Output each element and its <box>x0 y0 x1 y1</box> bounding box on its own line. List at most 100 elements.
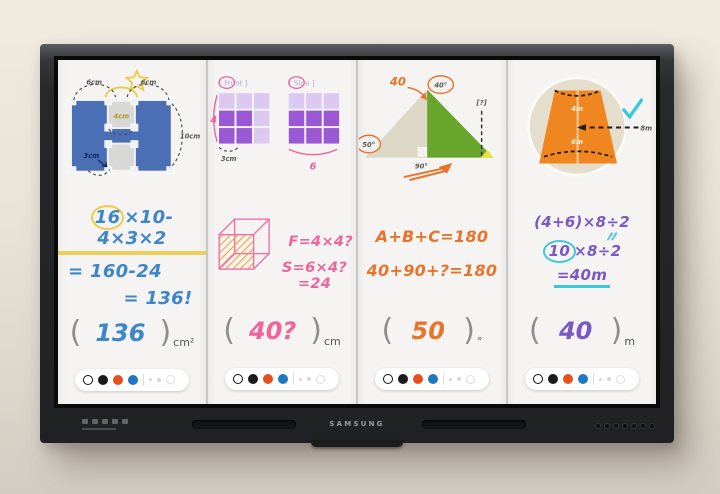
orange-pen[interactable] <box>263 374 273 384</box>
pen-size-small[interactable] <box>299 377 302 381</box>
trapezoid-diagram: 4m 6m 8m <box>508 60 656 204</box>
answer-unit: m <box>624 335 636 348</box>
bottom-label: 6m <box>571 138 583 146</box>
answer-value: 136 <box>95 318 146 347</box>
grid-title: [ Side ] <box>289 78 315 87</box>
dim-label: 6cm <box>141 78 157 86</box>
pen-size-medium[interactable] <box>457 377 461 381</box>
front-grid <box>219 93 270 144</box>
blue-pen[interactable] <box>578 374 588 384</box>
handwritten-work: F=4×4? S=6×4?=24 <box>208 204 356 308</box>
pen-size-medium[interactable] <box>157 377 161 382</box>
handwritten-work: A+B+C=180 40+90+?=180 <box>366 227 498 281</box>
control-button[interactable] <box>605 424 609 428</box>
dim-label: 4cm <box>113 112 129 120</box>
pen-size-small[interactable] <box>599 377 602 381</box>
pen-size-small[interactable] <box>149 378 152 382</box>
width-label: 8m <box>640 124 652 132</box>
handwritten-angle: 40 <box>389 75 406 89</box>
col-count: 6 <box>310 162 317 173</box>
pen-toolbar <box>375 368 489 390</box>
blue-pen[interactable] <box>428 374 438 384</box>
blue-pen[interactable] <box>128 374 138 385</box>
dim-label: 10cm <box>180 133 200 141</box>
circle-annotation <box>288 76 305 89</box>
top-notch <box>106 99 136 130</box>
control-button[interactable] <box>614 424 618 428</box>
row-bracket <box>213 94 218 142</box>
left-angle: 50° <box>362 141 375 149</box>
paren-open: ( <box>381 313 394 348</box>
pen-size-large[interactable] <box>616 374 625 384</box>
selection-handles <box>68 97 175 175</box>
arrowhead <box>420 92 428 101</box>
dim-label: 3cm <box>221 155 237 163</box>
col-bracket <box>288 148 338 156</box>
height-label: [?] <box>476 99 488 107</box>
control-button[interactable] <box>632 424 636 428</box>
triangle-diagram: [?] 40° 40 50° 90° <box>358 60 506 204</box>
whiteboard-canvas-4[interactable]: 4m 6m 8m (4+6)×8÷2 〃 10 ×8÷2 = <box>508 60 656 404</box>
answer-value: 40? <box>248 317 297 345</box>
right-angle-marker <box>417 146 428 157</box>
triangle-right <box>427 89 494 158</box>
paren-open: ( <box>528 313 541 348</box>
port-icons <box>82 419 128 424</box>
control-button[interactable] <box>623 424 627 428</box>
black-pen[interactable] <box>548 374 558 384</box>
answer-field: ( 40? ) cm <box>208 308 356 354</box>
paren-open: ( <box>223 313 235 348</box>
speaker-grille-right <box>422 420 526 429</box>
speaker-grille-left <box>192 420 296 429</box>
whiteboard-canvas-2[interactable]: [ Front ] [ Side ] <box>208 60 356 404</box>
handwritten-work: 16 ×10-4×3×2 = 160-24 = 136! <box>58 201 206 310</box>
answer-unit: ° <box>476 335 483 348</box>
pen-size-medium[interactable] <box>607 377 611 381</box>
answer-unit: cm² <box>173 336 195 350</box>
black-pen[interactable] <box>398 374 408 384</box>
bottom-bezel: SAMSUNG <box>40 408 674 447</box>
answer-value: 40 <box>558 317 593 345</box>
control-button[interactable] <box>641 424 645 428</box>
top-label: 4m <box>571 105 583 113</box>
answer-unit: cm <box>324 335 341 348</box>
pen-toolbar <box>225 368 339 390</box>
cell-arc <box>218 146 239 152</box>
port-bar <box>82 428 116 430</box>
dim-label: 3cm <box>83 152 99 160</box>
orange-pen[interactable] <box>113 374 123 385</box>
pen-size-large[interactable] <box>466 374 475 384</box>
whiteboard-canvas-1[interactable]: 6cm 6cm 10cm 4cm 3cm 16 ×10-4×3×2 = 160-2… <box>58 60 206 404</box>
dimension-arcs <box>73 83 183 176</box>
white-pen[interactable] <box>383 374 393 384</box>
white-pen[interactable] <box>83 374 93 385</box>
control-button[interactable] <box>650 424 654 428</box>
blue-pen[interactable] <box>278 374 288 384</box>
brand-logo: SAMSUNG <box>329 420 385 428</box>
screen-frame: 6cm 6cm 10cm 4cm 3cm 16 ×10-4×3×2 = 160-2… <box>54 56 660 408</box>
black-pen[interactable] <box>98 374 108 385</box>
orange-pen[interactable] <box>563 374 573 384</box>
orange-pen[interactable] <box>413 374 423 384</box>
grid-title: [ Front ] <box>219 78 248 87</box>
paren-close: ) <box>463 313 475 348</box>
top-arc <box>554 89 601 97</box>
answer-value: 50 <box>411 317 445 345</box>
control-buttons <box>596 424 654 428</box>
label-arrow <box>97 159 108 168</box>
white-pen[interactable] <box>233 374 243 384</box>
pen-size-large[interactable] <box>316 374 325 384</box>
white-pen[interactable] <box>533 374 543 384</box>
pen-size-small[interactable] <box>449 377 452 381</box>
control-button[interactable] <box>596 424 600 428</box>
black-pen[interactable] <box>248 374 258 384</box>
answer-field: ( 136 ) cm² <box>58 310 206 355</box>
whiteboard-canvas-3[interactable]: [?] 40° 40 50° 90° <box>358 60 506 404</box>
apex-angle: 40° <box>434 82 447 90</box>
answer-field: ( 40 ) m <box>508 308 656 354</box>
pen-size-large[interactable] <box>166 375 175 385</box>
pen-size-medium[interactable] <box>307 377 311 381</box>
screen: 6cm 6cm 10cm 4cm 3cm 16 ×10-4×3×2 = 160-2… <box>58 60 656 404</box>
toolbar-divider <box>593 373 594 385</box>
